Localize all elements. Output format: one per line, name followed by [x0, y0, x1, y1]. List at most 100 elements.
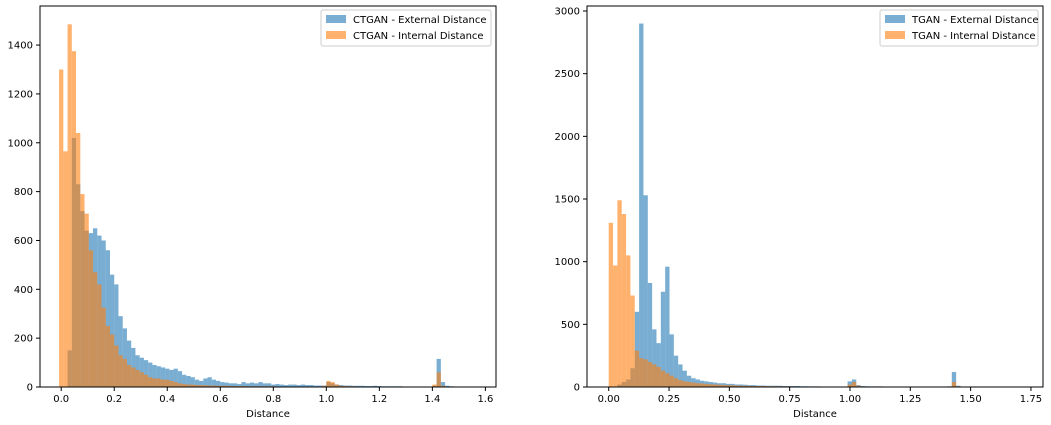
- legend-swatch-internal: [326, 31, 346, 39]
- axes-frame: [39, 5, 497, 388]
- plot-area: [59, 24, 484, 387]
- tgan-distance-histogram: 0.00 0.25 0.50 0.75 1.00 1.25 1.50 1.75 0 500 1000…: [555, 5, 1044, 420]
- x-tick-label: 0.50: [718, 394, 740, 405]
- histogram-bar: [88, 250, 94, 387]
- histogram-bar: [101, 307, 106, 387]
- histogram-bar: [245, 383, 250, 387]
- histogram-bar: [356, 385, 361, 387]
- histogram-bar: [114, 345, 119, 387]
- series-internal-distance: [59, 24, 446, 387]
- histogram-bar: [258, 382, 263, 387]
- histogram-bar: [211, 379, 217, 387]
- histogram-bar: [203, 378, 208, 387]
- y-tick-label: 400: [14, 285, 33, 296]
- histogram-bar: [634, 311, 640, 387]
- legend-swatch-internal: [885, 31, 905, 39]
- histogram-bar: [856, 385, 861, 387]
- histogram-bar: [313, 385, 318, 387]
- histogram-bar: [440, 385, 446, 387]
- x-axis-label: Distance: [793, 409, 837, 420]
- histogram-bar: [665, 266, 670, 387]
- legend-swatch-external: [326, 15, 346, 23]
- plot-area: [608, 23, 965, 387]
- y-tick-label: 1000: [8, 138, 33, 149]
- histogram-bar: [652, 364, 657, 387]
- histogram-bar: [639, 23, 644, 387]
- x-tick-label: 0.8: [265, 394, 281, 405]
- y-tick-label: 200: [14, 334, 33, 345]
- histogram-bar: [721, 384, 726, 387]
- histogram-bar: [440, 382, 446, 387]
- histogram-bar: [165, 368, 170, 387]
- x-tick-label: 0.6: [212, 394, 228, 405]
- x-tick-label: 1.0: [318, 394, 334, 405]
- histogram-bar: [652, 329, 657, 387]
- y-tick-label: 500: [561, 320, 580, 331]
- series-external-distance: [67, 137, 484, 387]
- histogram-bar: [143, 374, 149, 387]
- histogram-bar: [59, 69, 64, 387]
- histogram-bar: [330, 382, 335, 387]
- histogram-bar: [717, 384, 722, 387]
- histogram-bar: [177, 371, 183, 387]
- legend: CTGAN - External Distance CTGAN - Interna…: [320, 9, 492, 47]
- histogram-bar: [207, 385, 212, 387]
- histogram-bar: [194, 385, 200, 387]
- histogram-bar: [93, 272, 98, 387]
- histogram-bar: [143, 360, 149, 387]
- histogram-bar: [165, 379, 170, 387]
- histogram-bar: [436, 372, 441, 387]
- histogram-bar: [739, 385, 744, 387]
- histogram-bar: [173, 368, 178, 387]
- histogram-bar: [148, 377, 153, 387]
- histogram-bar: [262, 383, 267, 387]
- histogram-bar: [118, 316, 123, 387]
- histogram-bar: [177, 383, 183, 387]
- histogram-bar: [682, 381, 687, 387]
- histogram-bar: [114, 284, 119, 387]
- y-tick-label: 2000: [555, 132, 580, 143]
- x-tick-label: 0.4: [159, 394, 175, 405]
- histogram-bar: [169, 380, 174, 387]
- histogram-bar: [626, 255, 631, 387]
- histogram-bar: [152, 365, 157, 387]
- histogram-bar: [647, 361, 653, 387]
- x-tick-label: 1.75: [1020, 394, 1042, 405]
- histogram-bar: [617, 200, 622, 387]
- y-tick-label: 1200: [8, 89, 33, 100]
- histogram-bar: [300, 384, 306, 387]
- histogram-bar: [199, 385, 204, 387]
- histogram-bar: [678, 364, 683, 387]
- histogram-bar: [109, 334, 115, 387]
- y-tick-label: 600: [14, 236, 33, 247]
- histogram-bar: [643, 359, 648, 387]
- histogram-bar: [739, 384, 744, 387]
- histogram-bar: [695, 383, 700, 387]
- histogram-bar: [432, 384, 437, 387]
- legend-label-external: CTGAN - External Distance: [353, 15, 487, 26]
- y-tick-label: 2500: [555, 69, 580, 80]
- histogram-bar: [156, 378, 161, 387]
- histogram-bar: [160, 379, 166, 387]
- histogram-bar: [126, 340, 132, 387]
- histogram-bar: [309, 385, 314, 387]
- histogram-bar: [643, 195, 648, 387]
- histogram-bar: [249, 382, 255, 387]
- histogram-bar: [656, 343, 661, 387]
- histogram-bar: [445, 385, 450, 387]
- histogram-bar: [326, 380, 331, 387]
- histogram-bar: [216, 380, 221, 387]
- histogram-bar: [80, 194, 85, 387]
- legend-label-external: TGAN - External Distance: [911, 15, 1039, 26]
- histogram-bar: [67, 24, 72, 387]
- histogram-bar: [169, 369, 174, 387]
- legend-swatch-external: [885, 15, 905, 23]
- histogram-bar: [372, 385, 378, 387]
- histogram-bar: [734, 385, 739, 387]
- histogram-bar: [322, 385, 327, 387]
- histogram-bar: [271, 384, 276, 387]
- histogram-bar: [182, 374, 187, 387]
- y-tick-label: 3000: [555, 7, 580, 18]
- histogram-bar: [139, 357, 144, 387]
- histogram-bar: [317, 385, 323, 387]
